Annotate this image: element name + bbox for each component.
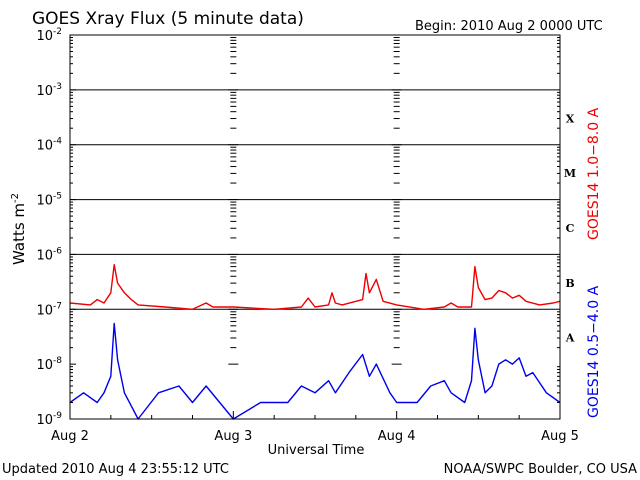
y-tick-label: 10-8: [36, 356, 62, 373]
legend-short-channel: GOES14 0.5−4.0 A: [586, 285, 602, 418]
y-tick-label: 10-2: [36, 27, 62, 44]
x-axis-label: Universal Time: [268, 443, 365, 458]
series-line: [69, 264, 561, 310]
x-tick-label: Aug 5: [541, 429, 579, 444]
flare-class-label: M: [564, 167, 576, 180]
y-tick-label: 10-7: [36, 301, 62, 318]
chart-title: GOES Xray Flux (5 minute data): [32, 9, 304, 29]
y-tick-label: 10-4: [36, 137, 62, 154]
x-tick-label: Aug 4: [378, 429, 416, 444]
y-axis-tick-labels: 10-9 10-8 10-7 10-6 10-5 10-4 10-3 10-2: [36, 27, 560, 428]
x-tick-label: Aug 2: [51, 429, 89, 444]
y-tick-label: 10-5: [36, 192, 62, 209]
credit-label: NOAA/SWPC Boulder, CO USA: [444, 462, 637, 477]
series-short-trace: [69, 322, 561, 420]
legend-long-channel: GOES14 1.0−8.0 A: [586, 107, 602, 240]
series-long-trace: [69, 264, 561, 310]
y-axis-label-exponent: -2: [10, 193, 21, 203]
flare-class-label: C: [566, 222, 575, 235]
x-axis-tick-labels: Aug 2 Aug 3 Aug 4 Aug 5: [51, 411, 579, 444]
y-axis-label-text: Watts m: [10, 203, 28, 265]
flare-class-label: X: [566, 112, 575, 125]
series-line: [69, 322, 561, 420]
y-tick-label: 10-3: [36, 82, 62, 99]
begin-label: Begin: 2010 Aug 2 0000 UTC: [415, 19, 603, 34]
updated-timestamp: Updated 2010 Aug 4 23:55:12 UTC: [2, 462, 229, 477]
x-tick-label: Aug 3: [214, 429, 252, 444]
decade-gridlines: [70, 89, 560, 310]
y-tick-label: 10-6: [36, 246, 62, 263]
flare-class-label: B: [565, 277, 574, 290]
flare-class-labels: A B C M X: [564, 112, 576, 344]
y-tick-label: 10-9: [36, 411, 62, 428]
y-axis-label: Watts m-2: [10, 193, 28, 265]
flare-class-label: A: [565, 332, 575, 345]
